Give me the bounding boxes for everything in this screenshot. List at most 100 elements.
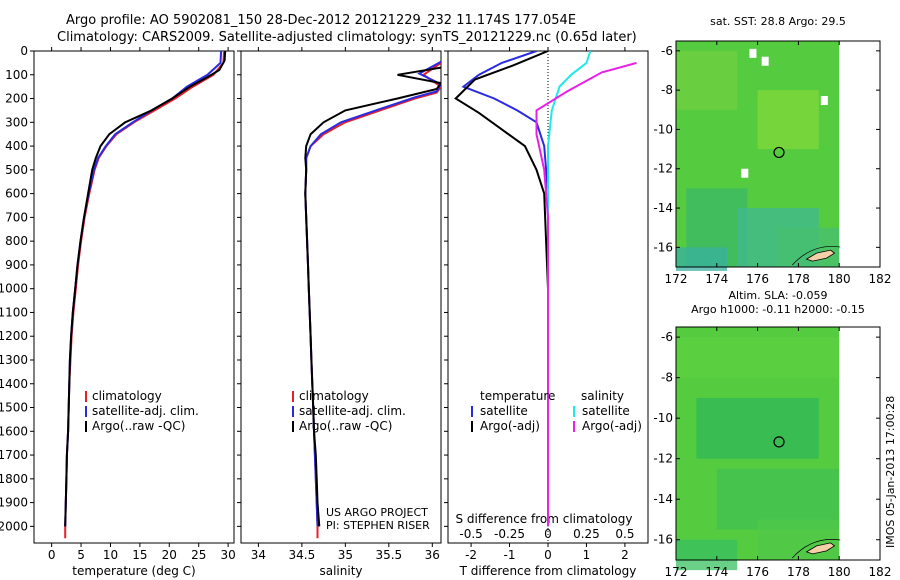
series-line-argo-adj- bbox=[535, 61, 637, 527]
y-tick-label: -12 bbox=[653, 162, 673, 176]
legend-label: climatology bbox=[92, 389, 162, 403]
plot-frame bbox=[33, 50, 235, 544]
x-tick-label: 174 bbox=[705, 565, 728, 579]
y-tick-label: 1400 bbox=[0, 377, 28, 391]
x-tick-label: 35 bbox=[338, 548, 353, 562]
map-patch bbox=[676, 50, 738, 110]
y-tick-label: 900 bbox=[5, 258, 28, 272]
legend-label: Argo(..raw -QC) bbox=[92, 419, 185, 433]
x-axis-label: T difference from climatology bbox=[459, 564, 637, 578]
x-tick-label: 180 bbox=[828, 565, 851, 579]
y-tick-label: -8 bbox=[661, 83, 673, 97]
x-tick-label: 20 bbox=[162, 548, 177, 562]
map-patch bbox=[696, 397, 819, 459]
x-tick-label: 5 bbox=[77, 548, 85, 562]
legend-label: climatology bbox=[299, 389, 369, 403]
side-timestamp: IMOS 05-Jan-2013 17:00:28 bbox=[884, 396, 897, 548]
x-tick-label: 0 bbox=[48, 548, 56, 562]
panel-1: 0 5 10 15 20 25 300100200300400500600700800900… bbox=[0, 44, 236, 578]
legend-label: Argo(-adj) bbox=[582, 419, 642, 433]
y-tick-label: -14 bbox=[653, 492, 673, 506]
top-axis-label: S difference from climatology bbox=[456, 512, 633, 526]
x-axis-label: salinity bbox=[319, 564, 362, 578]
map-panel-2: 172 174 176 178 180 182 -6 -8 -10 -12 -14 -16 Altim.… bbox=[653, 289, 891, 579]
x-tick-label: 35.5 bbox=[375, 548, 402, 562]
y-tick-label: 600 bbox=[5, 187, 28, 201]
coast-contour bbox=[792, 539, 841, 559]
series-line-argo-raw-qc- bbox=[304, 66, 441, 527]
y-tick-label: -6 bbox=[661, 44, 673, 58]
top-tick-label: -0.5 bbox=[459, 527, 482, 541]
y-tick-label: 300 bbox=[5, 115, 28, 129]
legend-label: satellite bbox=[582, 404, 630, 418]
map-frame bbox=[675, 40, 881, 268]
legend-label: Argo(-adj) bbox=[480, 419, 540, 433]
x-tick-label: 1 bbox=[583, 548, 591, 562]
x-tick-label: 176 bbox=[746, 272, 769, 286]
legend-title: temperature bbox=[480, 389, 555, 403]
x-tick-label: -2 bbox=[465, 548, 477, 562]
map-patch bbox=[757, 90, 819, 150]
y-tick-label: 100 bbox=[5, 68, 28, 82]
map-subtitle: Argo h1000: -0.11 h2000: -0.15 bbox=[691, 303, 865, 316]
island-shape bbox=[805, 249, 836, 262]
top-tick-label: 0.5 bbox=[615, 527, 634, 541]
x-tick-label: 172 bbox=[665, 272, 688, 286]
y-tick-label: -12 bbox=[653, 452, 673, 466]
island-shape bbox=[805, 542, 836, 555]
series-line-argo-adj- bbox=[454, 51, 549, 527]
y-tick-label: 700 bbox=[5, 210, 28, 224]
y-tick-label: 800 bbox=[5, 234, 28, 248]
series-line-satellite bbox=[461, 51, 549, 527]
figure-title-line-2: Climatology: CARS2009. Satellite-adjuste… bbox=[57, 30, 637, 45]
map-patch bbox=[676, 337, 840, 378]
x-tick-label: 36 bbox=[425, 548, 440, 562]
y-tick-label: -6 bbox=[661, 330, 673, 344]
series-line-satellite-adj-clim- bbox=[304, 60, 441, 527]
legend-label: satellite-adj. clim. bbox=[92, 404, 199, 418]
x-tick-label: 34 bbox=[251, 548, 266, 562]
top-tick-label: 0 bbox=[544, 527, 552, 541]
legend-label: satellite bbox=[480, 404, 528, 418]
series-line-climatology bbox=[304, 62, 441, 539]
coast-contour bbox=[792, 246, 841, 266]
y-tick-label: 1100 bbox=[0, 305, 28, 319]
y-tick-label: -16 bbox=[653, 240, 673, 254]
y-tick-label: 0 bbox=[20, 44, 28, 58]
series-line-satellite-adj-clim- bbox=[64, 51, 223, 527]
y-tick-label: 1800 bbox=[0, 472, 28, 486]
y-tick-label: 1600 bbox=[0, 424, 28, 438]
legend-title: salinity bbox=[581, 389, 624, 403]
float-position-marker bbox=[773, 436, 785, 448]
panel-2: 34 34.5 35 35.5 36 salinity climatologysatelli… bbox=[237, 47, 442, 578]
missing-cell bbox=[741, 168, 749, 178]
y-tick-label: 400 bbox=[5, 139, 28, 153]
x-tick-label: -1 bbox=[504, 548, 516, 562]
x-tick-label: 172 bbox=[665, 565, 688, 579]
x-tick-label: 180 bbox=[828, 272, 851, 286]
x-tick-label: 182 bbox=[869, 272, 892, 286]
missing-cell bbox=[820, 96, 828, 106]
x-tick-label: 10 bbox=[103, 548, 118, 562]
y-tick-label: -10 bbox=[653, 411, 673, 425]
series-line-climatology bbox=[64, 51, 225, 539]
y-tick-label: 200 bbox=[5, 92, 28, 106]
y-tick-label: -10 bbox=[653, 122, 673, 136]
x-axis-label: temperature (deg C) bbox=[72, 564, 195, 578]
y-tick-label: 1200 bbox=[0, 329, 28, 343]
legend-label: satellite-adj. clim. bbox=[299, 404, 406, 418]
legend-label: Argo(..raw -QC) bbox=[299, 419, 392, 433]
y-tick-label: 1500 bbox=[0, 401, 28, 415]
x-tick-label: 174 bbox=[705, 272, 728, 286]
float-position-marker bbox=[773, 146, 785, 159]
y-tick-label: 1000 bbox=[0, 282, 28, 296]
y-tick-label: 1300 bbox=[0, 353, 28, 367]
x-tick-label: 182 bbox=[869, 565, 892, 579]
x-tick-label: 30 bbox=[220, 548, 235, 562]
map-patch bbox=[778, 227, 840, 267]
missing-cell bbox=[749, 48, 757, 58]
figure-title-line-1: Argo profile: AO 5902081_150 28-Dec-2012… bbox=[66, 13, 577, 28]
top-tick-label: -0.25 bbox=[494, 527, 525, 541]
x-tick-label: 178 bbox=[787, 272, 810, 286]
